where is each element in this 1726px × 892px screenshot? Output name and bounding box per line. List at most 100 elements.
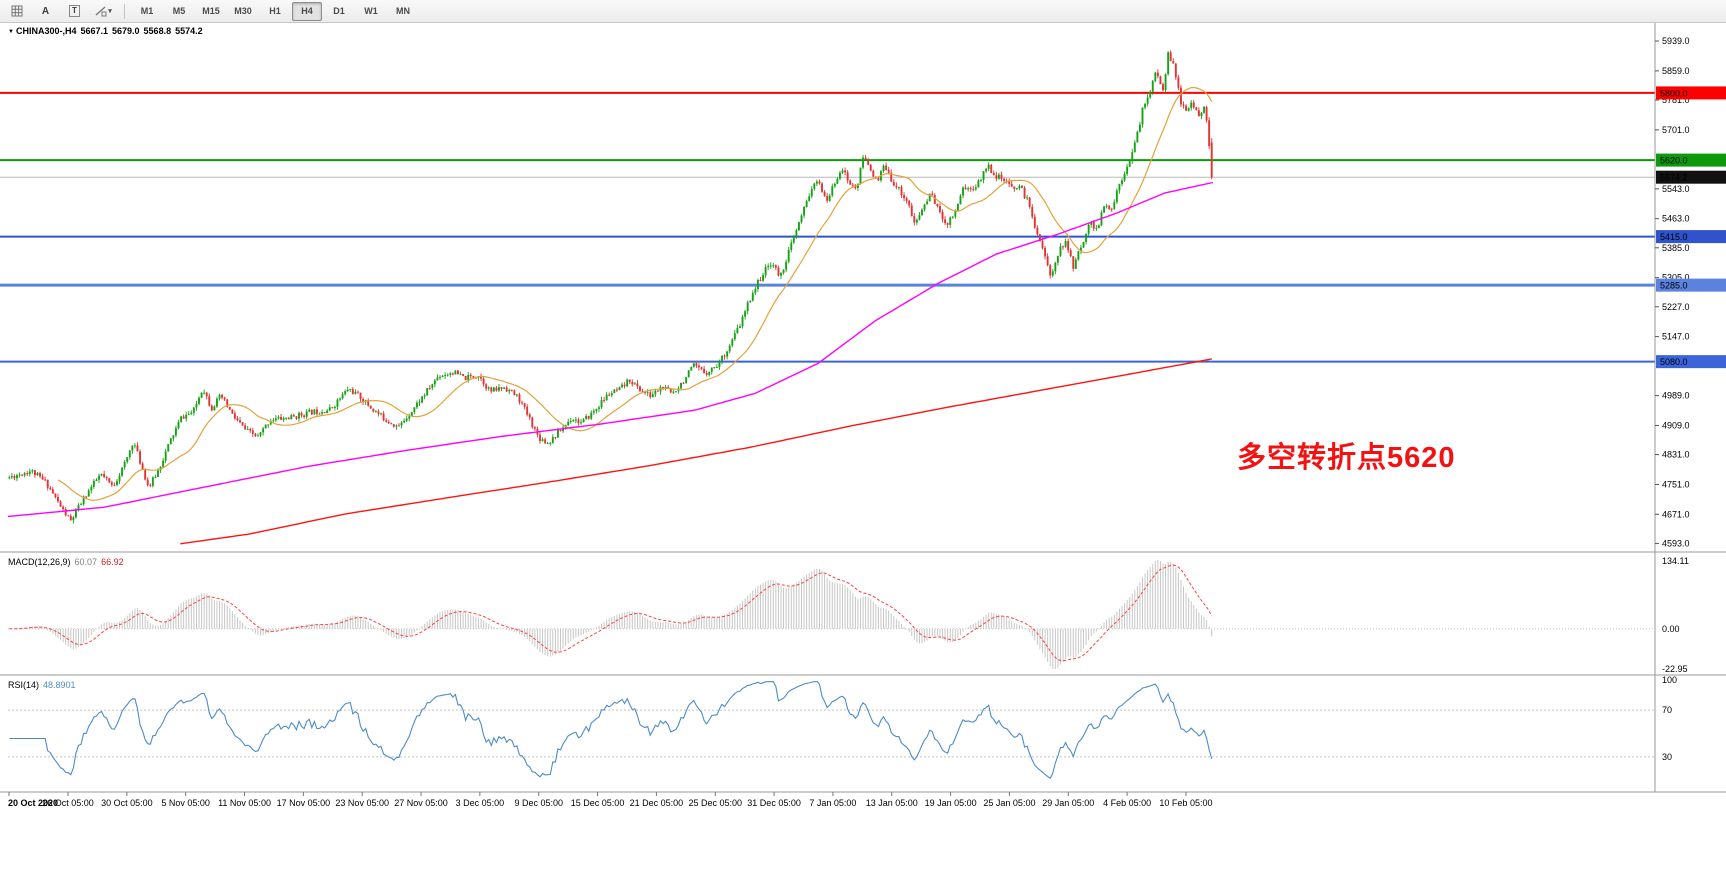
ma-mid-line (7, 181, 1214, 518)
svg-text:5080.0: 5080.0 (1660, 357, 1688, 367)
svg-text:27 Nov 05:00: 27 Nov 05:00 (394, 798, 448, 808)
rsi-value: 48.8901 (43, 680, 76, 690)
rsi-line (9, 680, 1213, 780)
rsi-axis[interactable]: 100 70 30 (1662, 675, 1677, 762)
timeframe-m5-button[interactable]: M5 (172, 6, 186, 16)
svg-text:20 Oct 2020: 20 Oct 2020 (8, 798, 58, 808)
rsi-levels (8, 709, 1655, 758)
svg-text:30: 30 (1662, 752, 1672, 762)
svg-text:-22.95: -22.95 (1662, 664, 1688, 674)
text-tool-button[interactable]: T (61, 2, 88, 21)
symbol-dropdown-icon[interactable]: ▼ (8, 29, 14, 35)
chart-canvas[interactable]: 5939.0 5859.0 5781.0 5701.0 5543.0 5463.0 5385… (0, 22, 1726, 892)
svg-text:4 Feb 05:00: 4 Feb 05:00 (1103, 798, 1151, 808)
macd-histogram (11, 560, 1213, 669)
ohlc-open: 5667.1 (80, 26, 109, 36)
svg-text:4751.0: 4751.0 (1662, 479, 1690, 489)
svg-text:100: 100 (1662, 675, 1677, 685)
svg-text:4671.0: 4671.0 (1662, 509, 1690, 519)
svg-text:5574.2: 5574.2 (1660, 173, 1688, 183)
timeframe-m30-button[interactable]: M30 (234, 6, 252, 16)
svg-text:25 Jan 05:00: 25 Jan 05:00 (983, 798, 1035, 808)
svg-text:31 Dec 05:00: 31 Dec 05:00 (747, 798, 801, 808)
ma-slow-line (180, 358, 1212, 545)
toolbar-separator (124, 3, 125, 19)
svg-text:5147.0: 5147.0 (1662, 332, 1690, 342)
macd-main-value: 60.07 (74, 557, 98, 567)
rsi-name: RSI(14) (8, 680, 40, 690)
timeframe-mn-button[interactable]: MN (396, 6, 410, 16)
svg-text:5415.0: 5415.0 (1660, 232, 1688, 242)
svg-text:5543.0: 5543.0 (1662, 184, 1690, 194)
timeframe-d1-button[interactable]: D1 (333, 6, 345, 16)
price-axis[interactable]: 5939.0 5859.0 5781.0 5701.0 5543.0 5463.0 5385… (1655, 36, 1690, 548)
svg-text:5227.0: 5227.0 (1662, 302, 1690, 312)
ma-fast-line (57, 87, 1213, 501)
macd-axis[interactable]: 134.11 0.00 -22.95 (1662, 556, 1689, 674)
shapes-icon (95, 6, 107, 17)
svg-text:4831.0: 4831.0 (1662, 450, 1690, 460)
candles-layer (8, 50, 1213, 524)
ohlc-close: 5574.2 (175, 26, 203, 36)
text-tool-label: T (69, 5, 80, 17)
svg-text:5 Nov 05:00: 5 Nov 05:00 (161, 798, 210, 808)
svg-text:13 Jan 05:00: 13 Jan 05:00 (866, 798, 918, 808)
svg-text:15 Dec 05:00: 15 Dec 05:00 (571, 798, 625, 808)
svg-text:70: 70 (1662, 705, 1672, 715)
svg-text:30 Oct 05:00: 30 Oct 05:00 (101, 798, 153, 808)
chart-annotation-text[interactable]: 多空转折点5620 (1237, 442, 1456, 474)
svg-text:23 Nov 05:00: 23 Nov 05:00 (335, 798, 389, 808)
toolbar: A T ▾ M1 M5 M15 M30 H1 H4 D1 W1 MN (0, 0, 1726, 23)
svg-text:5800.0: 5800.0 (1660, 88, 1688, 98)
ohlc-high: 5679.0 (112, 26, 140, 36)
annotation-tool-button[interactable]: A (32, 2, 59, 21)
svg-text:5305.0: 5305.0 (1662, 273, 1690, 283)
svg-text:5285.0: 5285.0 (1660, 281, 1688, 291)
macd-signal-line (9, 564, 1213, 662)
symbol-name: CHINA300-,H4 (15, 26, 77, 36)
horizontal-lines[interactable] (0, 91, 1655, 363)
pane-dividers (0, 22, 1726, 793)
ohlc-low: 5568.8 (143, 26, 172, 36)
svg-text:21 Dec 05:00: 21 Dec 05:00 (630, 798, 684, 808)
chevron-down-icon: ▾ (108, 8, 112, 15)
macd-signal-value: 66.92 (101, 557, 124, 567)
svg-text:4593.0: 4593.0 (1662, 538, 1690, 548)
svg-text:9 Dec 05:00: 9 Dec 05:00 (514, 798, 563, 808)
svg-text:19 Jan 05:00: 19 Jan 05:00 (925, 798, 977, 808)
svg-text:134.11: 134.11 (1662, 556, 1689, 566)
svg-text:3 Dec 05:00: 3 Dec 05:00 (456, 798, 505, 808)
macd-indicator-label: MACD(12,26,9) 60.07 66.92 (8, 557, 124, 567)
timeframe-m1-button[interactable]: M1 (140, 6, 154, 16)
svg-text:5701.0: 5701.0 (1662, 125, 1690, 135)
rsi-indicator-label: RSI(14) 48.8901 (8, 680, 76, 690)
svg-text:10 Feb 05:00: 10 Feb 05:00 (1159, 798, 1212, 808)
svg-text:4989.0: 4989.0 (1662, 391, 1690, 401)
svg-text:5620.0: 5620.0 (1660, 156, 1688, 166)
svg-text:5781.0: 5781.0 (1662, 95, 1690, 105)
svg-text:4909.0: 4909.0 (1662, 420, 1690, 430)
price-badges: 5800.0 5620.0 5574.2 5415.0 5285.0 5080.0 (1656, 86, 1726, 369)
svg-text:17 Nov 05:00: 17 Nov 05:00 (277, 798, 331, 808)
shapes-tool-button[interactable]: ▾ (90, 2, 117, 21)
svg-text:26 Oct 05:00: 26 Oct 05:00 (42, 798, 94, 808)
macd-name: MACD(12,26,9) (8, 557, 71, 567)
svg-text:5859.0: 5859.0 (1662, 66, 1690, 76)
grid-tool-button[interactable] (3, 2, 30, 21)
svg-text:11 Nov 05:00: 11 Nov 05:00 (218, 798, 271, 808)
svg-text:0.00: 0.00 (1662, 624, 1680, 634)
grid-icon (11, 5, 22, 17)
chart-title: ▼ CHINA300-,H4 5667.1 5679.0 5568.8 5574.2 (8, 26, 203, 36)
svg-text:7 Jan 05:00: 7 Jan 05:00 (809, 798, 856, 808)
timeframe-w1-button[interactable]: W1 (364, 6, 378, 16)
chart-area[interactable]: 5939.0 5859.0 5781.0 5701.0 5543.0 5463.0 5385… (0, 22, 1726, 892)
svg-text:5385.0: 5385.0 (1662, 243, 1690, 253)
svg-text:5939.0: 5939.0 (1662, 36, 1690, 46)
timeframe-m15-button[interactable]: M15 (202, 6, 220, 16)
timeframe-h1-button[interactable]: H1 (269, 6, 281, 16)
svg-text:29 Jan 05:00: 29 Jan 05:00 (1042, 798, 1094, 808)
timeframe-h4-button[interactable]: H4 (292, 1, 322, 21)
annotation-tool-label: A (41, 5, 50, 17)
